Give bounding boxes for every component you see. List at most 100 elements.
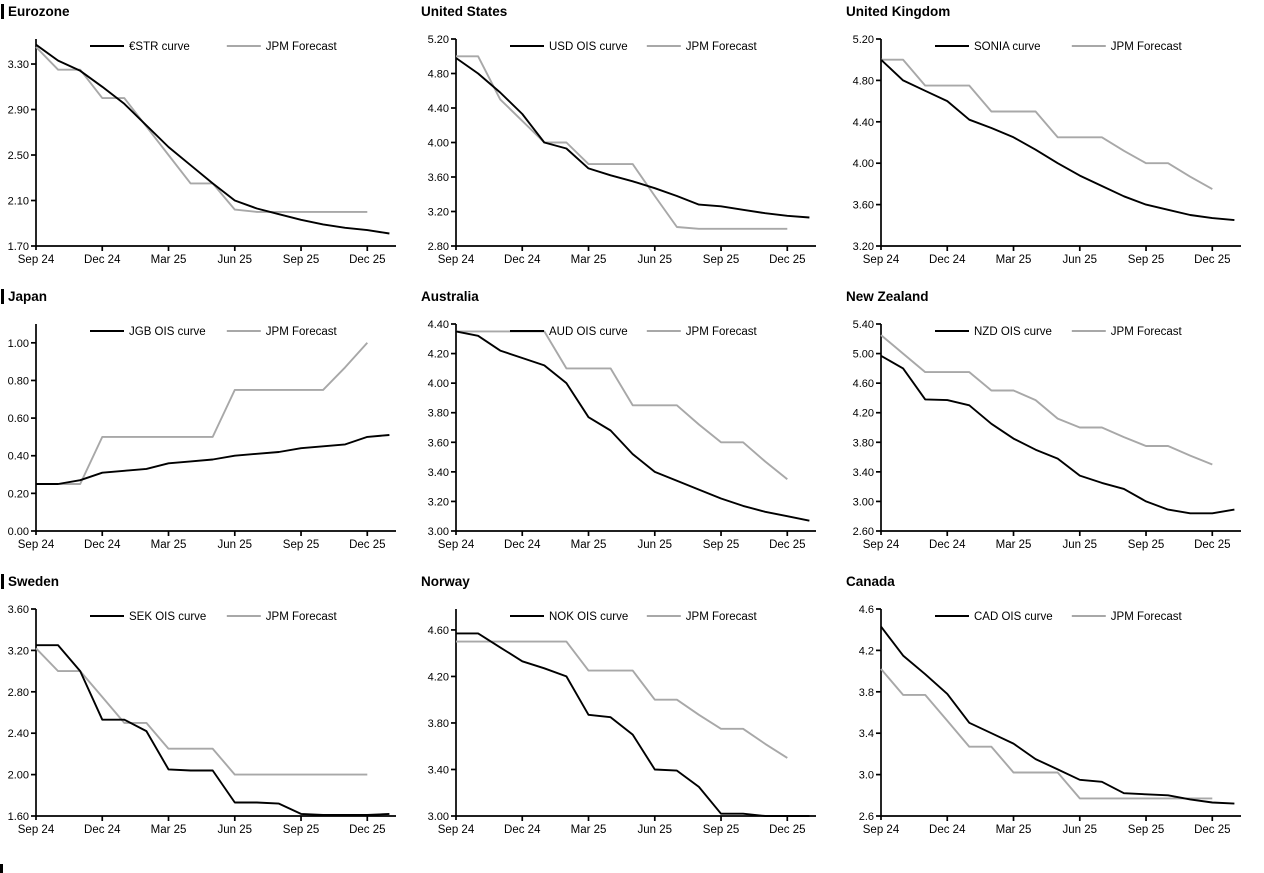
- series-line-market: [880, 626, 1235, 805]
- x-tick-label: Jun 25: [218, 254, 253, 266]
- y-tick-label: 3.20: [8, 645, 29, 657]
- chart-united-states: 2.80 3.20 3.60 4.00 4.40 4.80 5.20 Sep 24 Dec 24…: [428, 34, 816, 266]
- y-tick-label: 4.00: [428, 138, 449, 150]
- legend-label: JPM Forecast: [266, 611, 338, 623]
- legend-label: JPM Forecast: [266, 41, 338, 53]
- series-line-forecast: [456, 640, 788, 759]
- y-tick-label: 4.00: [428, 378, 449, 390]
- x-tick-label: Dec 25: [769, 254, 805, 266]
- x-tick-label: Dec 24: [929, 254, 966, 266]
- chart-japan: 0.00 0.20 0.40 0.60 0.80 1.00 Sep 24 Dec 24 Mar …: [8, 324, 396, 551]
- section-edge-bar: [1, 289, 4, 304]
- y-tick-label: 3.00: [853, 496, 874, 508]
- x-tick-label: Jun 25: [638, 254, 673, 266]
- x-tick-label: Dec 24: [929, 539, 966, 551]
- x-tick-label: Sep 24: [863, 824, 900, 836]
- legend-label: JPM Forecast: [1111, 41, 1183, 53]
- chart-title-row: Norway: [420, 572, 845, 591]
- x-tick-label: Dec 24: [84, 824, 121, 836]
- y-tick-label: 4.20: [853, 408, 874, 420]
- legend-label: JPM Forecast: [686, 41, 758, 53]
- y-tick-label: 4.80: [428, 69, 449, 81]
- x-tick-label: Dec 25: [1194, 824, 1230, 836]
- series-line-forecast: [35, 647, 368, 776]
- chart-united-kingdom: 3.20 3.60 4.00 4.40 4.80 5.20 Sep 24 Dec 24 Mar …: [853, 34, 1241, 266]
- chart-panel-japan: Japan 0.00 0.20 0.40 0.60 0.80 1.00 Sep 24 Dec 2…: [0, 285, 420, 570]
- chart-sweden: 1.60 2.00 2.40 2.80 3.20 3.60 Sep 24 Dec 24 Mar …: [8, 604, 396, 836]
- x-tick-label: Sep 25: [1128, 254, 1164, 266]
- chart-title-sweden: Sweden: [8, 574, 60, 589]
- x-tick-label: Dec 25: [349, 824, 385, 836]
- series-line-market: [36, 434, 390, 485]
- y-tick-label: 5.20: [853, 34, 874, 46]
- y-tick-label: 3.40: [428, 764, 449, 776]
- x-tick-label: Sep 25: [283, 539, 319, 551]
- y-tick-label: 4.00: [853, 158, 874, 170]
- legend-label: JPM Forecast: [1111, 326, 1183, 338]
- legend-label: NZD OIS curve: [974, 326, 1052, 338]
- y-tick-label: 3.20: [853, 241, 874, 253]
- y-tick-label: 0.60: [8, 413, 29, 425]
- y-tick-label: 5.20: [428, 34, 449, 46]
- chart-canada: 2.6 3.0 3.4 3.8 4.2 4.6 Sep 24 Dec 24 Mar 25 Jun …: [859, 604, 1241, 836]
- x-tick-label: Dec 25: [349, 254, 385, 266]
- chart-panel-australia: Australia 3.00 3.20 3.40 3.60 3.80 4.00 4.20 4.4…: [420, 285, 845, 570]
- y-tick-label: 2.90: [8, 105, 29, 117]
- x-tick-label: Dec 25: [1194, 539, 1230, 551]
- legend-label: €STR curve: [129, 41, 190, 53]
- y-tick-label: 1.00: [8, 338, 29, 350]
- y-tick-label: 2.40: [8, 728, 29, 740]
- y-tick-label: 2.00: [8, 770, 29, 782]
- x-tick-label: Sep 25: [703, 254, 739, 266]
- y-tick-label: 3.80: [428, 718, 449, 730]
- y-tick-label: 3.8: [859, 687, 874, 699]
- y-tick-label: 0.00: [8, 526, 29, 538]
- x-tick-label: Mar 25: [151, 539, 187, 551]
- y-tick-label: 3.0: [859, 770, 874, 782]
- y-tick-label: 3.20: [428, 496, 449, 508]
- x-tick-label: Dec 24: [504, 824, 541, 836]
- y-tick-label: 1.60: [8, 811, 29, 823]
- y-tick-label: 0.40: [8, 451, 29, 463]
- y-tick-label: 2.80: [428, 241, 449, 253]
- y-tick-label: 3.40: [853, 467, 874, 479]
- chart-eurozone: 1.70 2.10 2.50 2.90 3.30 Sep 24 Dec 24 Mar 25 Ju…: [8, 39, 396, 266]
- y-tick-label: 5.40: [853, 319, 874, 331]
- legend-label: AUD OIS curve: [549, 326, 628, 338]
- series-line-market: [880, 59, 1235, 222]
- series-line-forecast: [35, 46, 368, 213]
- series-line-market: [880, 354, 1235, 515]
- x-tick-label: Jun 25: [638, 539, 673, 551]
- x-tick-label: Jun 25: [218, 539, 253, 551]
- chart-panel-new-zealand: New Zealand 2.60 3.00 3.40 3.80 4.20 4.60 5.00 5…: [845, 285, 1264, 570]
- legend-label: JPM Forecast: [266, 326, 338, 338]
- x-tick-label: Sep 25: [1128, 824, 1164, 836]
- chart-panel-canada: Canada 2.6 3.0 3.4 3.8 4.2 4.6 Sep 24 Dec 24 Mar …: [845, 570, 1264, 873]
- x-tick-label: Dec 24: [84, 254, 121, 266]
- chart-panel-norway: Norway 3.00 3.40 3.80 4.20 4.60 Sep 24 Dec 24 Ma…: [420, 570, 845, 873]
- y-tick-label: 3.30: [8, 59, 29, 71]
- series-line-forecast: [881, 58, 1213, 190]
- x-tick-label: Mar 25: [571, 254, 607, 266]
- y-tick-label: 3.40: [428, 467, 449, 479]
- y-tick-label: 4.6: [859, 604, 874, 616]
- chart-title-united-states: United States: [421, 4, 508, 19]
- x-tick-label: Mar 25: [571, 824, 607, 836]
- y-tick-label: 1.70: [8, 241, 29, 253]
- legend-label: JGB OIS curve: [129, 326, 206, 338]
- chart-title-row: Sweden: [0, 572, 420, 591]
- chart-title-row: Canada: [845, 572, 1264, 591]
- x-tick-label: Dec 24: [84, 539, 121, 551]
- chart-title-japan: Japan: [8, 289, 48, 304]
- y-tick-label: 3.60: [853, 200, 874, 212]
- y-tick-label: 0.20: [8, 488, 29, 500]
- y-tick-label: 2.6: [859, 811, 874, 823]
- y-tick-label: 3.60: [428, 172, 449, 184]
- x-tick-label: Dec 25: [769, 539, 805, 551]
- x-tick-label: Sep 25: [1128, 539, 1164, 551]
- chart-panel-sweden: Sweden 1.60 2.00 2.40 2.80 3.20 3.60 Sep 24 Dec …: [0, 570, 420, 873]
- y-tick-label: 4.80: [853, 75, 874, 87]
- chart-panel-eurozone: Eurozone 1.70 2.10 2.50 2.90 3.30 Sep 24 Dec 24…: [0, 0, 420, 285]
- section-edge-bar: [1, 4, 4, 19]
